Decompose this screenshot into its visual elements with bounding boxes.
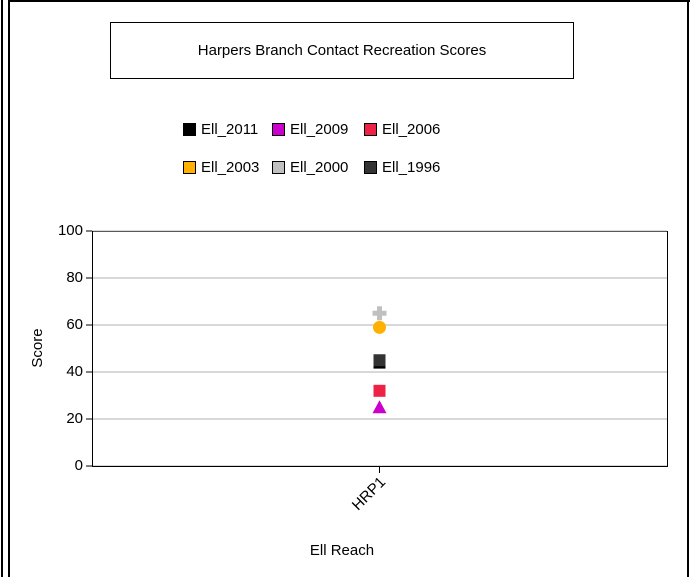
legend-swatch	[272, 161, 285, 174]
legend-label: Ell_2000	[290, 159, 348, 176]
legend-label: Ell_2006	[382, 121, 440, 138]
y-tick-label: 0	[75, 457, 83, 474]
chart-title: Harpers Branch Contact Recreation Scores	[198, 42, 486, 59]
marker	[373, 320, 386, 334]
y-tick-label: 100	[58, 222, 83, 239]
legend-label: Ell_2009	[290, 121, 348, 138]
title-box	[110, 22, 574, 79]
legend-label: Ell_1996	[382, 159, 440, 176]
legend-swatch	[183, 123, 196, 136]
y-axis-label: Score	[29, 328, 46, 367]
y-tick-label: 40	[66, 363, 83, 380]
marker	[372, 400, 387, 414]
y-tick-label: 60	[66, 316, 83, 333]
legend-swatch	[364, 123, 377, 136]
marker	[373, 354, 386, 367]
legend-swatch	[364, 161, 377, 174]
legend-swatch	[272, 123, 285, 136]
marker	[372, 306, 387, 321]
y-tick-label: 20	[66, 410, 83, 427]
y-tick-label: 80	[66, 269, 83, 286]
legend-label: Ell_2003	[201, 159, 259, 176]
marker	[373, 384, 386, 397]
legend-swatch	[183, 161, 196, 174]
x-axis-label: Ell Reach	[310, 542, 374, 559]
legend-label: Ell_2011	[201, 121, 258, 138]
plot-area	[92, 231, 668, 467]
